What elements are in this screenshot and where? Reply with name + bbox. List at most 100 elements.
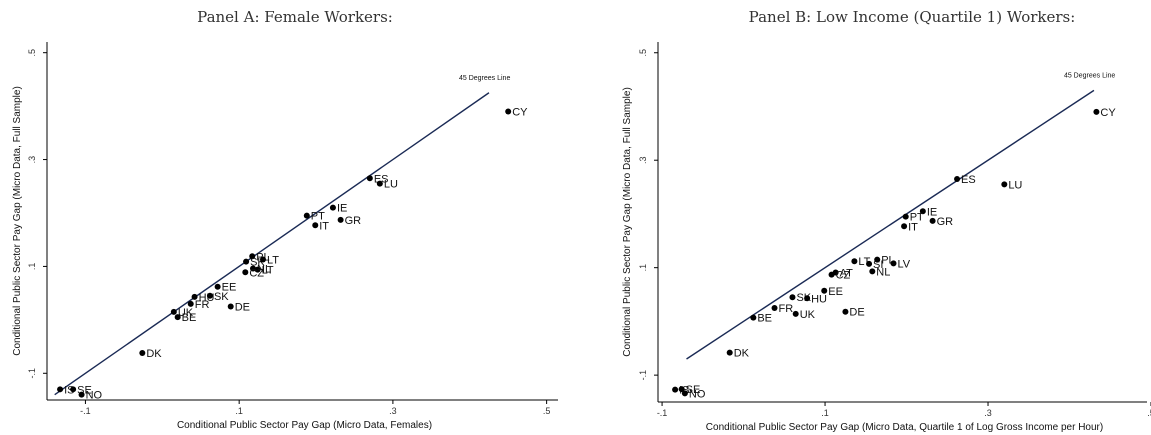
data-point-dk xyxy=(726,349,733,356)
data-point-pl xyxy=(249,253,256,260)
point-label-pt: PT xyxy=(910,212,924,224)
data-point-sk xyxy=(243,258,250,265)
data-point-es xyxy=(366,175,373,182)
panel-b: Panel B: Low Income (Quartile 1) Workers… xyxy=(622,8,1151,433)
data-point-it xyxy=(901,223,908,230)
panel-title: Panel B: Low Income (Quartile 1) Workers… xyxy=(749,8,1076,26)
point-label-sk: SK xyxy=(214,291,229,303)
point-label-nl: NL xyxy=(257,264,271,276)
data-point-de xyxy=(227,303,234,310)
data-point-no xyxy=(681,390,688,397)
data-point-pt xyxy=(902,213,909,220)
point-label-gr: GR xyxy=(345,215,362,227)
point-label-gr: GR xyxy=(937,216,954,228)
y-tick-label: .1 xyxy=(638,264,648,272)
point-label-de: DE xyxy=(235,301,250,313)
data-point-pl xyxy=(874,256,881,263)
reference-line xyxy=(54,92,490,396)
point-label-ie: IE xyxy=(927,206,937,218)
data-point-lt xyxy=(259,256,266,263)
point-label-be: BE xyxy=(757,313,772,325)
point-label-cy: CY xyxy=(1100,107,1116,119)
data-point-ie xyxy=(329,204,336,211)
point-label-uk: UK xyxy=(178,307,194,319)
data-point-nl xyxy=(250,265,256,272)
point-label-ee: EE xyxy=(828,286,843,298)
x-tick-label: .5 xyxy=(543,406,551,416)
point-label-at: AT xyxy=(840,268,854,280)
data-point-hu xyxy=(191,293,198,300)
data-point-uk xyxy=(170,308,177,315)
data-point-hu xyxy=(804,295,811,302)
point-label-ee: EE xyxy=(222,282,237,294)
point-label-it: IT xyxy=(908,221,918,233)
point-label-nl: NL xyxy=(876,266,890,278)
point-label-sk: SK xyxy=(796,292,811,304)
y-tick-label: -.1 xyxy=(27,368,37,379)
point-label-no: NO xyxy=(86,390,103,402)
point-label-fr: FR xyxy=(195,299,210,311)
point-label-ie: IE xyxy=(337,203,347,215)
panel-title: Panel A: Female Workers: xyxy=(197,8,393,26)
point-label-lt: LT xyxy=(262,265,274,277)
data-point-be xyxy=(174,314,181,321)
panel-a: Panel A: Female Workers: -.1 .1 .3 .5 -.1 .1 .3… xyxy=(12,8,558,431)
point-label-it: IT xyxy=(319,220,329,232)
data-point-fr xyxy=(771,304,778,311)
data-point-lu xyxy=(376,180,383,187)
y-tick-label: .3 xyxy=(27,156,37,164)
y-tick-label: -.1 xyxy=(638,370,648,381)
data-point-lt xyxy=(851,258,858,265)
point-label-is: IS xyxy=(64,384,74,396)
reference-line-label: 45 Degrees Line xyxy=(459,75,510,82)
point-label-es: ES xyxy=(961,174,976,186)
data-point-ee xyxy=(821,287,828,294)
point-label-uk: UK xyxy=(800,309,816,321)
point-label-dk: DK xyxy=(734,348,750,360)
data-point-cy xyxy=(1093,108,1100,115)
point-label-lv: LV xyxy=(897,258,910,270)
y-tick-label: .3 xyxy=(638,156,648,164)
point-label-be: BE xyxy=(182,312,197,324)
y-axis-label: Conditional Public Sector Pay Gap (Micro… xyxy=(622,87,633,357)
data-point-se xyxy=(70,386,77,393)
data-point-lt xyxy=(254,266,261,273)
point-label-cz: CZ xyxy=(249,267,264,279)
data-point-ee xyxy=(214,283,221,290)
x-axis-label: Conditional Public Sector Pay Gap (Micro… xyxy=(177,420,432,431)
point-label-se: SE xyxy=(686,384,701,396)
y-tick-label: .5 xyxy=(27,49,37,57)
point-label-si: SI xyxy=(873,259,883,271)
reference-line-label: 45 Degrees Line xyxy=(1064,72,1115,79)
data-point-gr xyxy=(337,216,344,223)
x-tick-label: .3 xyxy=(984,408,992,418)
point-label-cz: CZ xyxy=(836,270,851,282)
point-label-hu: HU xyxy=(811,293,827,305)
point-label-fr: FR xyxy=(779,303,794,315)
data-point-be xyxy=(750,314,757,321)
point-label-pt: PT xyxy=(311,211,325,223)
y-axis-label: Conditional Public Sector Pay Gap (Micro… xyxy=(12,86,23,356)
data-point-uk xyxy=(792,310,799,317)
data-point-lu xyxy=(1001,181,1008,188)
point-label-lu: LU xyxy=(384,179,398,191)
point-label-dk: DK xyxy=(146,348,162,360)
data-point-sk xyxy=(789,294,796,301)
point-label-no: NO xyxy=(689,388,706,400)
data-point-de xyxy=(842,308,849,315)
data-point-no xyxy=(78,391,85,398)
data-point-dk xyxy=(139,349,146,356)
x-tick-label: -.1 xyxy=(80,406,91,416)
x-tick-label: .5 xyxy=(1147,408,1151,418)
data-point-nl xyxy=(869,268,876,275)
data-point-cz xyxy=(828,271,835,278)
data-point-is xyxy=(672,386,679,393)
point-label-cy: CY xyxy=(512,106,528,118)
data-point-es xyxy=(954,176,961,183)
reference-line xyxy=(686,89,1095,360)
data-point-is xyxy=(57,386,64,393)
data-point-cz xyxy=(242,269,249,276)
data-point-fr xyxy=(187,300,194,307)
x-tick-label: .3 xyxy=(389,406,397,416)
